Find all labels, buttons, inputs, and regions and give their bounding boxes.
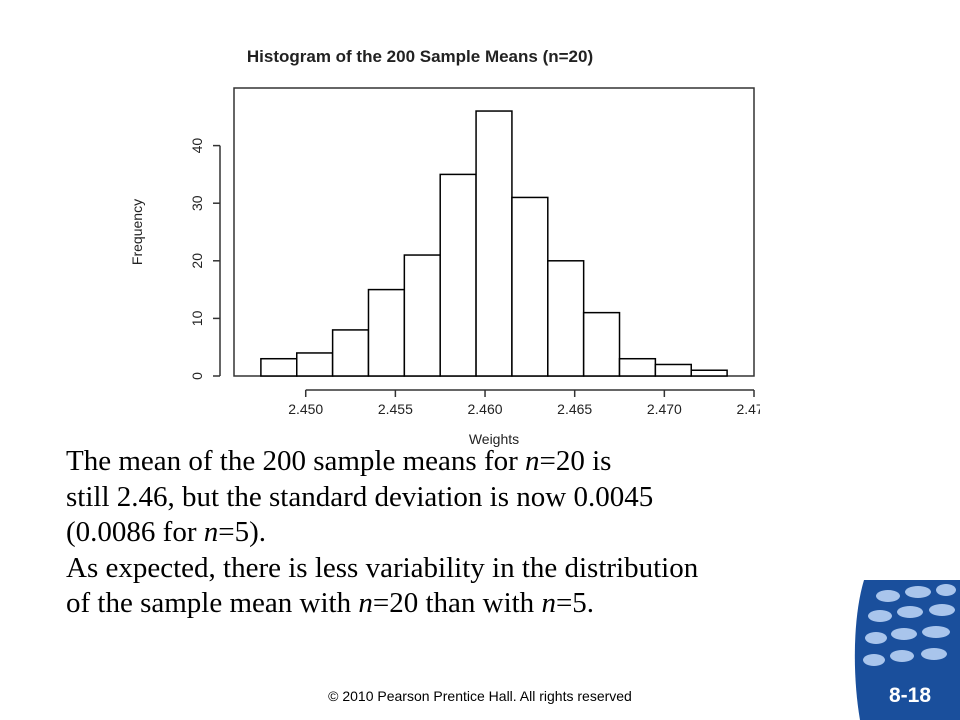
chart-title: Histogram of the 200 Sample Means (n=20) — [247, 47, 593, 66]
x-axis-label: Weights — [469, 431, 519, 447]
histogram-bar — [331, 329, 370, 377]
x-tick-label: 2.455 — [378, 401, 413, 417]
x-tick-label: 2.460 — [468, 401, 503, 417]
x-tick-label: 2.470 — [647, 401, 682, 417]
histogram-bar — [367, 288, 406, 377]
histogram-bar — [582, 311, 621, 377]
histogram-bar — [654, 363, 692, 377]
histogram-bar — [260, 357, 298, 377]
histogram-bar — [618, 357, 657, 377]
text-line-1: The mean of the 200 sample means for n=2… — [66, 445, 612, 477]
histogram-bar — [403, 254, 441, 377]
text-line-3: (0.0086 for n=5). — [66, 516, 266, 548]
copyright-footer: © 2010 Pearson Prentice Hall. All rights… — [328, 688, 632, 704]
text-line-5: of the sample mean with n=20 than with n… — [66, 587, 595, 619]
histogram-bar — [547, 260, 585, 377]
explanation-text: The mean of the 200 sample means for n=2… — [66, 444, 926, 622]
y-tick-label: 10 — [189, 310, 205, 326]
text-line-2: still 2.46, but the standard deviation i… — [66, 480, 654, 513]
x-tick-label: 2.465 — [557, 401, 592, 417]
histogram-chart: Histogram of the 200 Sample Means (n=20)… — [129, 47, 760, 447]
slide-number: 8-18 — [888, 684, 932, 707]
histogram-bar — [511, 196, 549, 377]
x-tick-label: 2.475 — [736, 401, 760, 417]
y-axis-label: Frequency — [129, 199, 145, 265]
y-tick-label: 40 — [189, 138, 205, 154]
histogram-bar — [439, 173, 477, 377]
y-tick-label: 20 — [189, 253, 205, 269]
histogram-bar — [475, 110, 513, 377]
y-tick-label: 0 — [189, 372, 205, 380]
histogram-bar — [690, 369, 728, 377]
x-tick-label: 2.450 — [288, 401, 323, 417]
pearson-logo-graphic — [854, 580, 960, 720]
histogram-bar — [296, 352, 334, 377]
text-line-4: As expected, there is less variability i… — [66, 551, 699, 584]
y-tick-label: 30 — [189, 195, 205, 211]
